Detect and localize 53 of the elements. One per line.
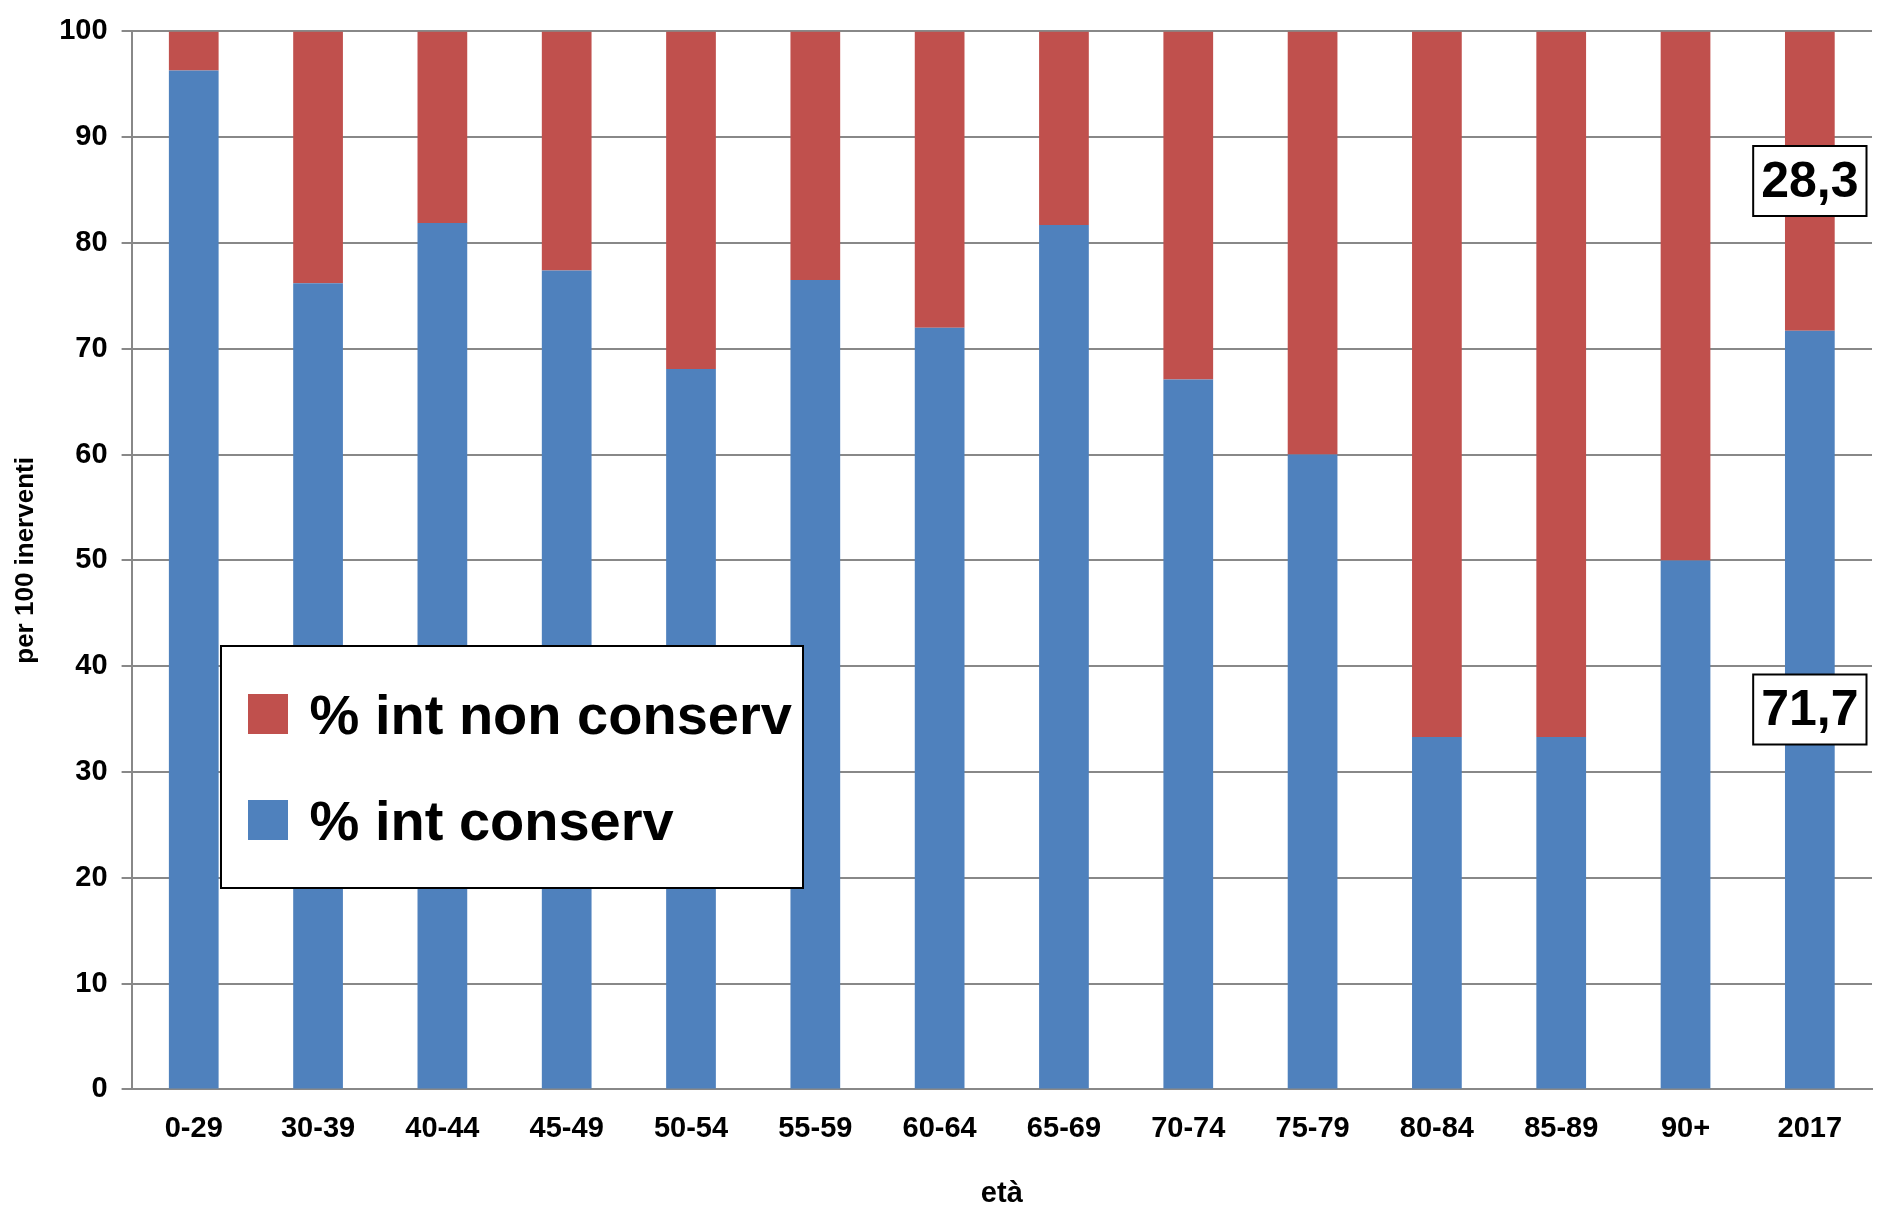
bar <box>1536 31 1587 738</box>
y-tick-label: 70 <box>75 330 108 363</box>
legend-label: % int conserv <box>309 787 674 853</box>
y-tick-label: 100 <box>59 13 108 46</box>
bar <box>790 31 841 281</box>
bar <box>1287 454 1338 1089</box>
x-tick-label: 40-44 <box>405 1110 480 1143</box>
bar <box>914 327 965 1089</box>
x-tick-label: 90+ <box>1660 1110 1711 1143</box>
bar <box>168 31 219 71</box>
x-axis-title: età <box>980 1175 1024 1208</box>
bar <box>1536 737 1587 1089</box>
y-tick-label: 10 <box>75 965 108 998</box>
bar <box>1039 31 1089 226</box>
bar <box>1039 225 1089 1089</box>
bar <box>914 31 965 328</box>
bar <box>1660 31 1711 561</box>
data-label: 71,7 <box>1761 680 1859 737</box>
y-axis-title: per 100 inerventi <box>8 457 39 664</box>
x-tick-label: 75-79 <box>1275 1110 1350 1143</box>
bar <box>1412 31 1462 738</box>
y-tick-label: 90 <box>75 119 108 152</box>
x-tick-label: 80-84 <box>1399 1110 1474 1143</box>
x-tick-label: 55-59 <box>778 1110 853 1143</box>
x-tick-label: 60-64 <box>902 1110 977 1143</box>
bar <box>1163 31 1214 380</box>
x-tick-label: 50-54 <box>653 1110 729 1143</box>
legend-label: % int non conserv <box>309 681 792 747</box>
x-tick-label: 70-74 <box>1151 1110 1226 1143</box>
y-tick-label: 50 <box>75 542 108 575</box>
bar <box>168 70 219 1089</box>
bar <box>790 280 841 1089</box>
y-tick-label: 40 <box>75 648 108 681</box>
x-tick-label: 65-69 <box>1026 1110 1102 1143</box>
bar <box>1287 31 1338 455</box>
bar <box>1660 560 1711 1089</box>
x-tick-label: 0-29 <box>164 1110 223 1143</box>
y-tick-label: 30 <box>75 754 108 786</box>
y-tick-label: 0 <box>91 1071 108 1104</box>
bar <box>541 31 592 271</box>
data-label: 28,3 <box>1761 151 1859 208</box>
x-tick-label: 45-49 <box>529 1110 604 1143</box>
bar <box>1163 379 1214 1089</box>
bar <box>293 31 343 284</box>
y-tick-label: 60 <box>75 436 108 469</box>
bar <box>1412 737 1462 1089</box>
x-tick-label: 85-89 <box>1524 1110 1599 1143</box>
bar <box>417 31 468 223</box>
x-tick-label: 2017 <box>1777 1110 1843 1143</box>
y-tick-label: 20 <box>75 859 108 892</box>
y-tick-label: 80 <box>75 225 108 257</box>
bar <box>666 31 716 369</box>
x-tick-label: 30-39 <box>280 1110 356 1143</box>
